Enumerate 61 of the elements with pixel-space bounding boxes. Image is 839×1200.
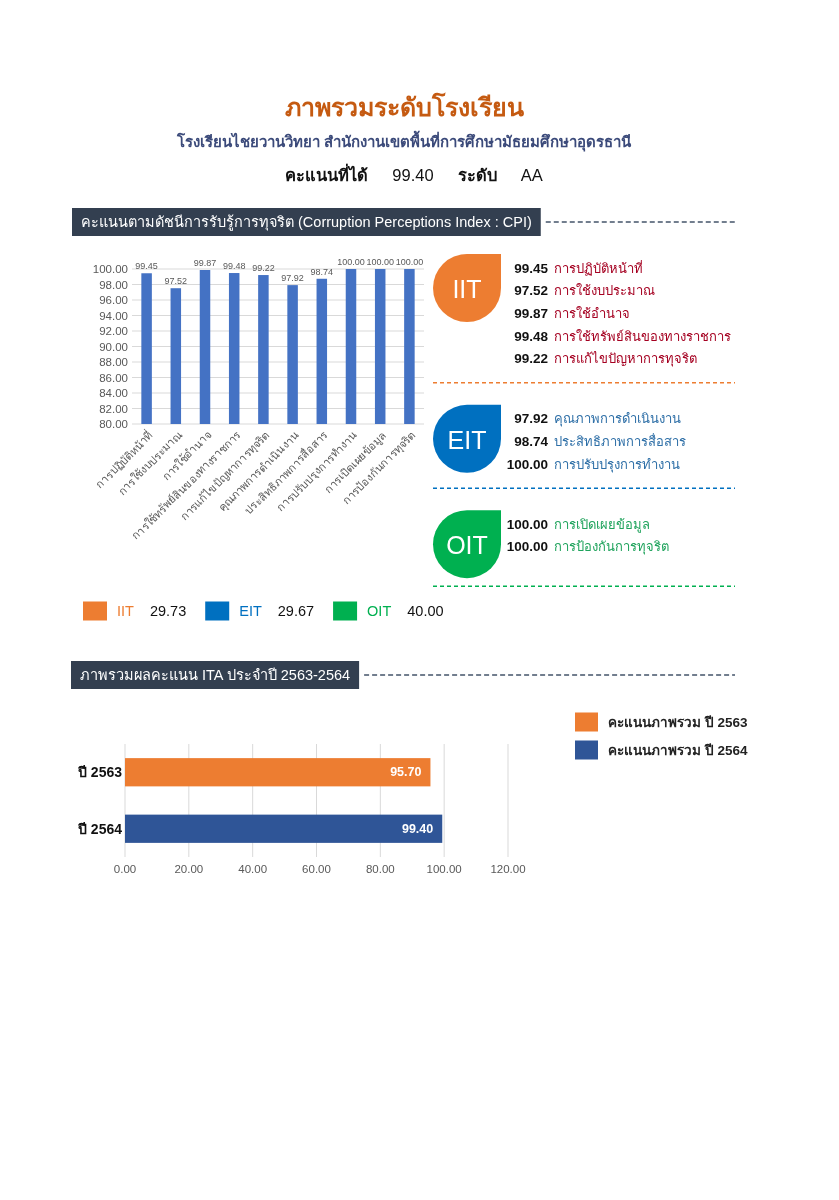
x-tick-label: 40.00 xyxy=(238,863,268,875)
data-label: 100.00 xyxy=(366,257,394,267)
text: IIT xyxy=(452,275,482,303)
y-tick-label: 88.00 xyxy=(99,356,128,368)
category-label: การแก้ไขปัญหาการทุจริต xyxy=(554,351,697,368)
y-tick-label: 98.00 xyxy=(99,278,128,291)
text: OIT xyxy=(446,531,488,560)
text: AA xyxy=(520,166,543,184)
data-label: 99.40 xyxy=(401,821,434,836)
data-label: 99.45 xyxy=(135,261,158,272)
y-tick-label: 92.00 xyxy=(99,325,128,337)
category-label: การป้องกันการทุจริต xyxy=(554,539,669,556)
data-label: 99.45 xyxy=(514,260,549,276)
data-label: 99.48 xyxy=(514,328,549,344)
category-label: การใช้อำนาจ xyxy=(554,305,630,321)
text: ภาพรวมระดับโรงเรียน xyxy=(284,92,524,121)
data-label: 98.74 xyxy=(514,434,549,449)
text: ระดับ xyxy=(457,166,497,184)
y-tick-label: 96.00 xyxy=(99,294,128,306)
data-label: 97.52 xyxy=(514,283,548,299)
legend-label: คะแนนภาพรวม ปี 2564 xyxy=(608,742,749,758)
data-label: 99.22 xyxy=(252,263,275,274)
data-label: 100.00 xyxy=(506,516,548,532)
data-label: 100.00 xyxy=(395,257,424,267)
data-label: 98.74 xyxy=(310,266,334,277)
x-tick-label: 120.00 xyxy=(490,863,526,875)
legend-label: คะแนนภาพรวม ปี 2563 xyxy=(608,714,749,730)
text: 99.40 xyxy=(392,166,434,184)
data-label: 97.92 xyxy=(514,411,548,427)
x-tick-label: 20.00 xyxy=(174,863,204,875)
text: EIT xyxy=(447,425,487,454)
data-label: 97.92 xyxy=(281,273,304,284)
y-tick-label: ปี 2564 xyxy=(76,820,123,837)
data-label: 95.70 xyxy=(390,765,422,780)
x-tick-label: 0.00 xyxy=(113,863,137,875)
y-tick-label: 82.00 xyxy=(99,402,128,415)
text: คะแนนที่ได้ xyxy=(285,163,369,184)
data-label: 99.87 xyxy=(193,258,217,269)
data-label: 100.00 xyxy=(506,539,548,555)
y-tick-label: 94.00 xyxy=(99,309,128,322)
y-tick-label: 90.00 xyxy=(99,340,128,353)
chart-title: ภาพรวมผลคะแนน ITA ประจำปี 2563-2564 xyxy=(80,667,351,683)
y-tick-label: 84.00 xyxy=(99,387,128,399)
data-label: 99.48 xyxy=(222,261,246,272)
y-tick-label: 80.00 xyxy=(99,418,128,430)
data-label: 99.87 xyxy=(514,305,548,321)
data-label: 100.00 xyxy=(337,257,365,267)
x-tick-label: 80.00 xyxy=(365,863,395,875)
y-tick-label: 100.00 xyxy=(92,263,128,275)
chart-title: คะแนนตามดัชนีการรับรู้การทุจริต (Corruption Perceptions Index : CPI) xyxy=(81,214,532,231)
x-tick-label: 60.00 xyxy=(302,863,331,875)
data-label: 97.52 xyxy=(164,276,188,287)
category-label: การใช้งบประมาณ xyxy=(554,283,655,299)
text: โรงเรียนไชยวานวิทยา สำนักงานเขตพื้นที่การศึกษามัธยมศึกษาอุดรธานี xyxy=(175,129,633,152)
data-label: 99.22 xyxy=(514,351,548,367)
category-label: คุณภาพการดำเนินงาน xyxy=(554,411,681,428)
category-label: การใช้ทรัพย์สินของทางราชการ xyxy=(554,328,731,344)
y-tick-label: ปี 2563 xyxy=(76,764,123,781)
category-label: การปฏิบัติหน้าที่ xyxy=(554,259,643,276)
y-tick-label: 86.00 xyxy=(99,371,128,384)
x-tick-label: 100.00 xyxy=(426,863,462,875)
